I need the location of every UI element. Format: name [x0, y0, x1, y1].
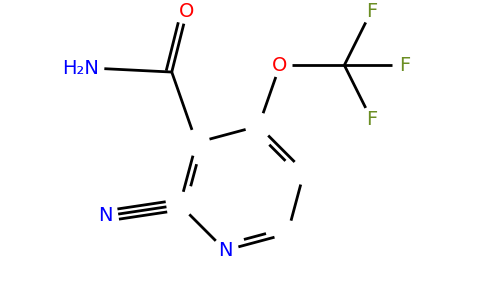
Text: O: O — [272, 56, 287, 75]
Text: N: N — [218, 241, 233, 260]
Text: F: F — [365, 2, 377, 21]
Text: F: F — [365, 110, 377, 129]
Text: O: O — [179, 2, 195, 21]
Text: N: N — [99, 206, 113, 225]
Text: F: F — [399, 56, 410, 75]
Text: H₂N: H₂N — [62, 59, 99, 78]
